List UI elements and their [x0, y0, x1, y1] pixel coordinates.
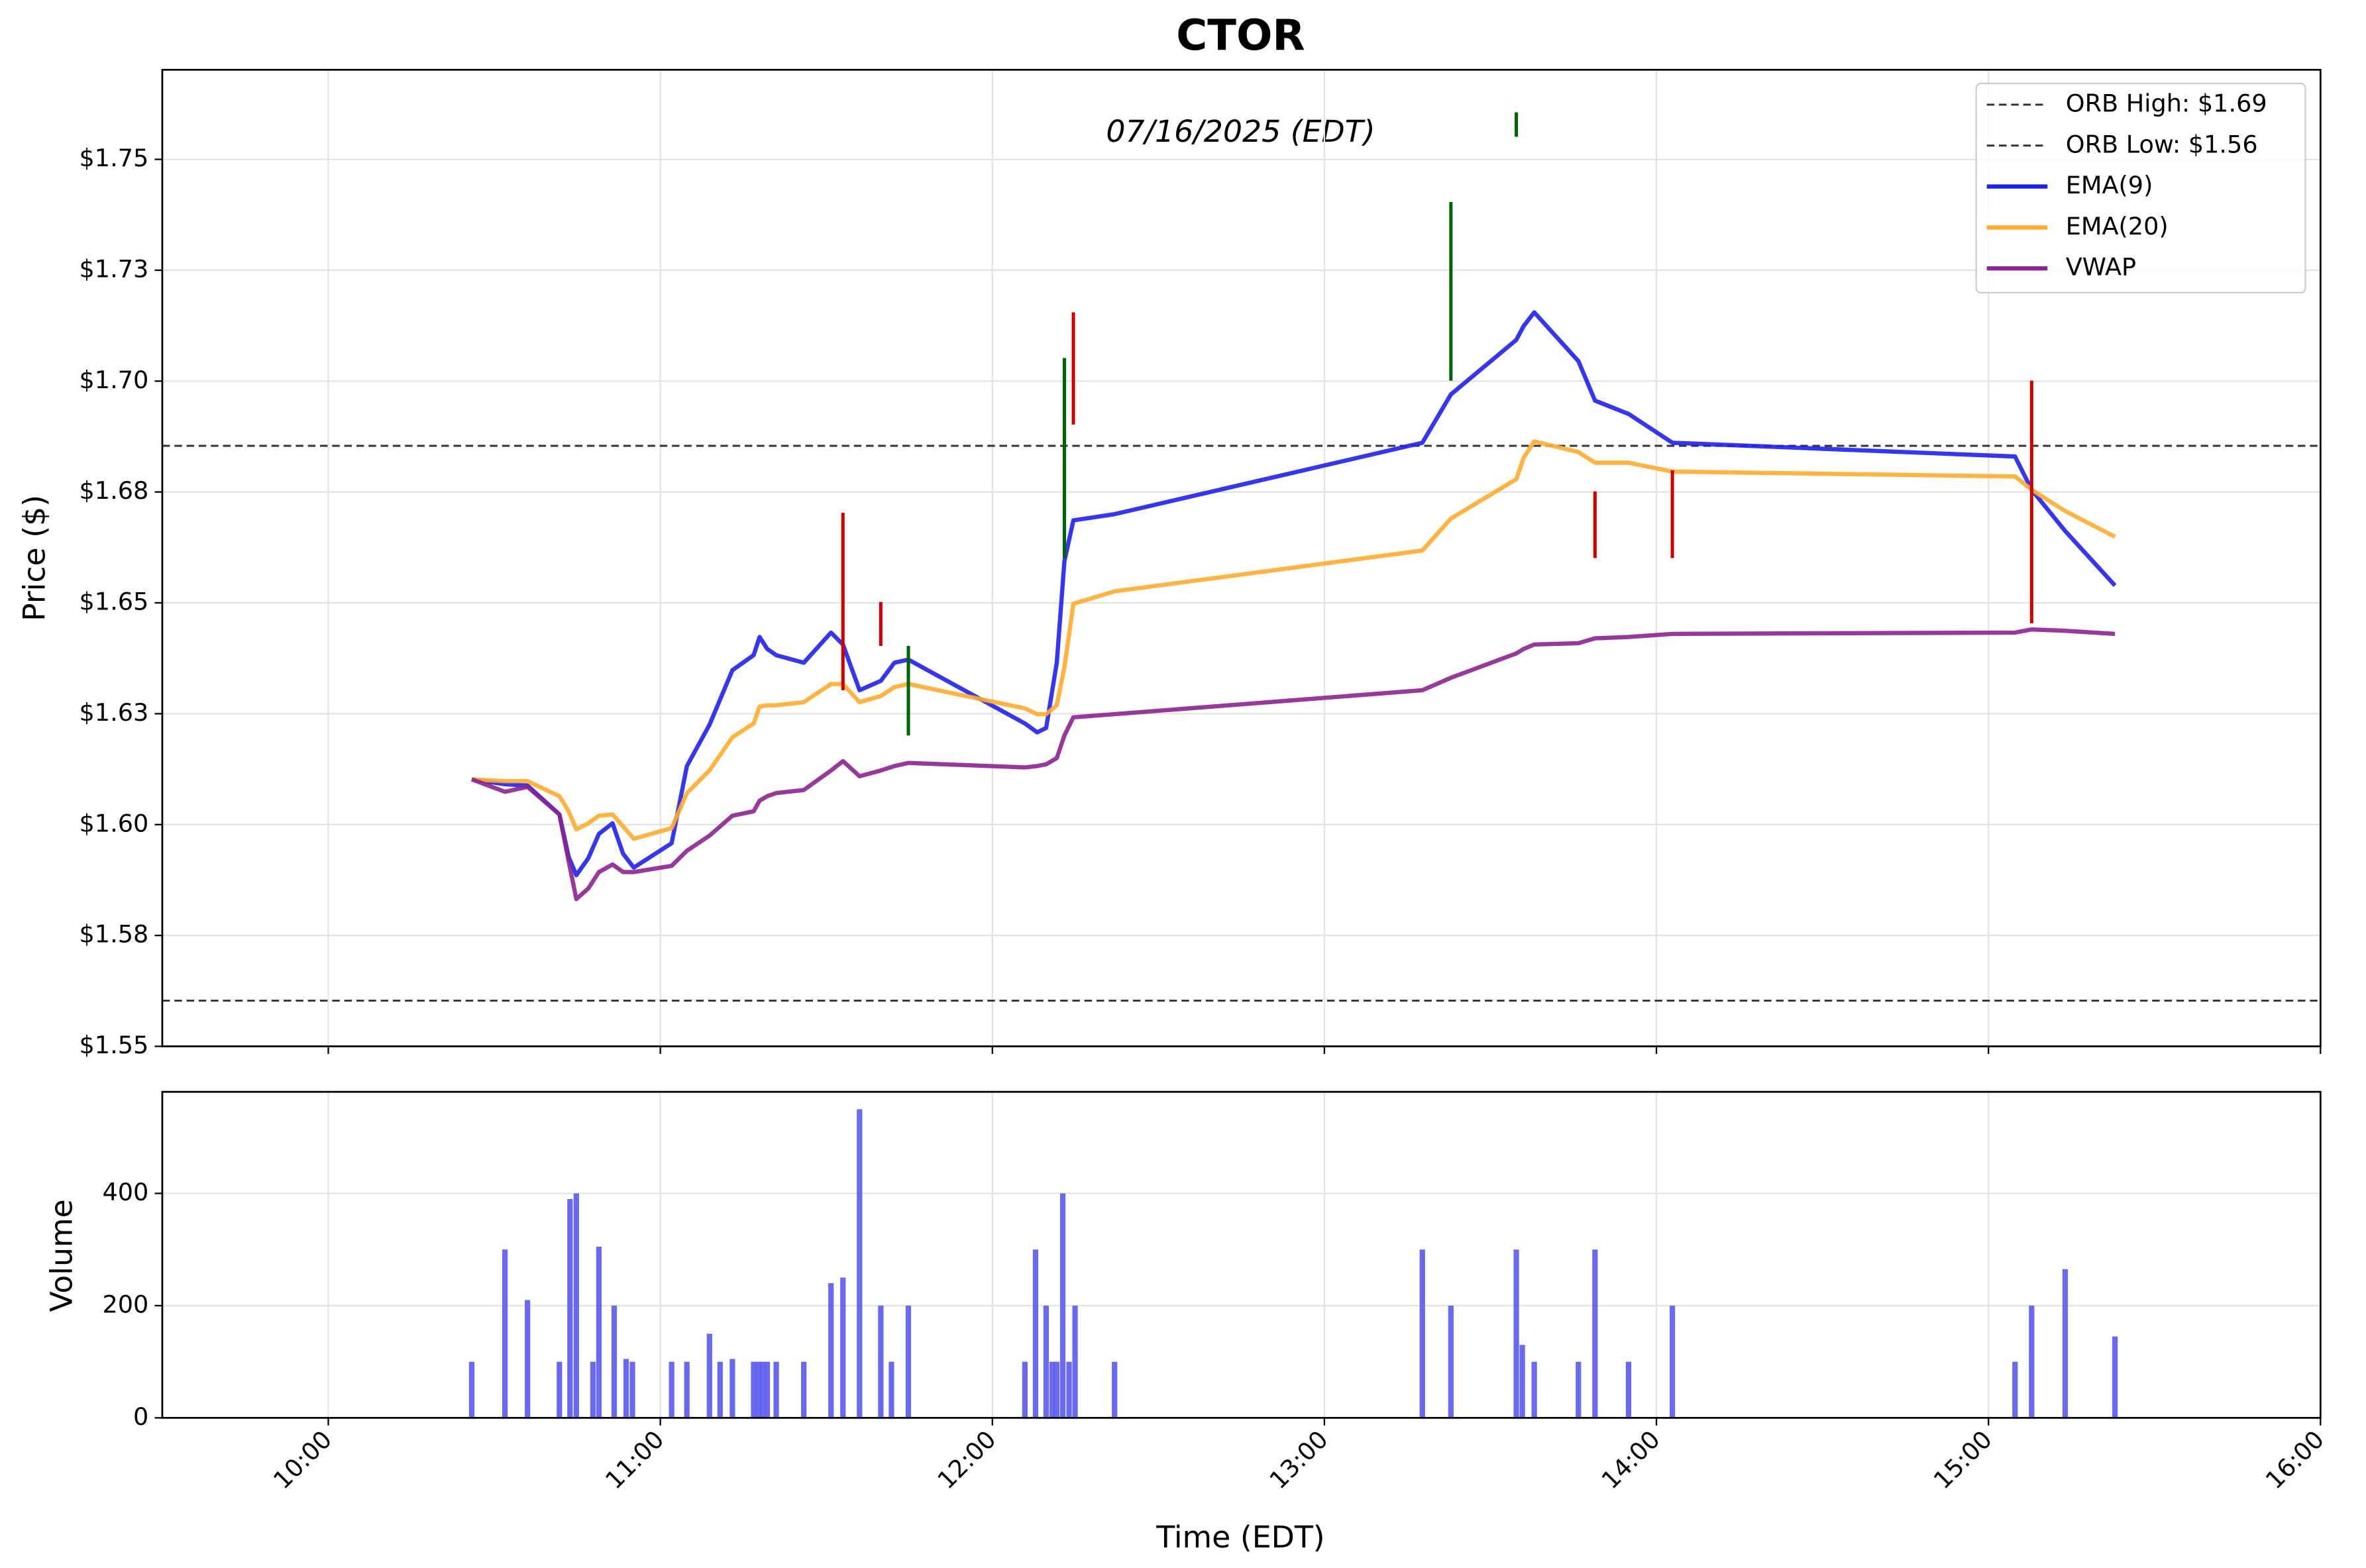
x-axis-label: Time (EDT)	[1156, 1520, 1324, 1555]
bar	[1072, 1305, 1078, 1418]
y-tick-label: $1.65	[80, 588, 149, 616]
bar	[755, 1361, 761, 1418]
bar	[1112, 1361, 1118, 1418]
bar	[2029, 1305, 2035, 1418]
series-line	[470, 627, 2116, 902]
bar	[1625, 1361, 1632, 1418]
plot-frame	[161, 1090, 2322, 1419]
bar	[764, 1361, 771, 1418]
legend-label: ORB High: $1.69	[2066, 89, 2267, 117]
bar	[751, 1361, 757, 1418]
bar	[596, 1246, 602, 1418]
bar	[888, 1361, 894, 1418]
bar	[2012, 1361, 2018, 1418]
bar	[1513, 1249, 1519, 1418]
legend-label: EMA(9)	[2066, 171, 2153, 199]
bar	[629, 1361, 635, 1418]
bar	[1669, 1305, 1676, 1418]
bar	[611, 1305, 618, 1418]
bar	[828, 1283, 834, 1418]
bar	[1531, 1361, 1537, 1418]
bar	[557, 1361, 563, 1418]
y-tick-label: $1.63	[80, 698, 149, 727]
bar	[2062, 1269, 2069, 1418]
plot-frame	[161, 68, 2322, 1047]
bar	[717, 1361, 723, 1418]
bar	[502, 1249, 508, 1418]
bar	[1032, 1249, 1039, 1418]
bar	[773, 1361, 779, 1418]
subtitle: 07/16/2025 (EDT)	[1106, 114, 1375, 149]
y-tick-label: 400	[102, 1178, 148, 1206]
y-tick-label: $1.75	[80, 144, 149, 172]
bar	[857, 1109, 863, 1418]
y-tick-label: $1.55	[80, 1031, 149, 1059]
bar	[1053, 1361, 1060, 1418]
bar	[1576, 1361, 1582, 1418]
bar	[1022, 1361, 1028, 1418]
bar	[706, 1333, 712, 1418]
bar	[623, 1359, 629, 1418]
bar	[729, 1359, 735, 1418]
bar	[1059, 1193, 1066, 1418]
y-tick-label: $1.73	[80, 254, 149, 283]
bar	[525, 1300, 531, 1418]
series-line	[471, 439, 2116, 841]
bar	[684, 1361, 690, 1418]
y-tick-label: $1.68	[80, 476, 149, 505]
series-line	[471, 310, 2117, 878]
bar	[801, 1361, 807, 1418]
legend-box	[1975, 82, 2306, 293]
legend-label: EMA(20)	[2066, 212, 2169, 240]
bar	[1592, 1249, 1598, 1418]
legend-label: VWAP	[2066, 253, 2136, 282]
bar	[840, 1277, 846, 1418]
y-tick-label: $1.60	[80, 809, 149, 837]
bar	[1519, 1345, 1525, 1418]
bar	[759, 1361, 766, 1418]
bar	[1448, 1305, 1454, 1418]
chart-title: CTOR	[1176, 11, 1305, 60]
bar	[1049, 1361, 1055, 1418]
bar	[567, 1198, 573, 1418]
bar	[878, 1305, 884, 1418]
y-tick-label: $1.70	[80, 366, 149, 394]
bar	[1419, 1249, 1425, 1418]
y-tick-label: 0	[133, 1402, 148, 1431]
y-axis-label: Volume	[44, 1199, 80, 1312]
bar	[1066, 1361, 1072, 1418]
legend-label: ORB Low: $1.56	[2066, 130, 2258, 158]
bar	[468, 1361, 475, 1418]
bar	[905, 1305, 912, 1418]
y-tick-label: $1.58	[80, 920, 149, 949]
bar	[573, 1193, 579, 1418]
y-tick-label: 200	[102, 1290, 148, 1318]
bar	[669, 1361, 674, 1418]
bar	[2112, 1336, 2118, 1418]
bar	[590, 1361, 596, 1418]
y-axis-label: Price ($)	[17, 495, 52, 621]
bar	[1043, 1305, 1049, 1418]
